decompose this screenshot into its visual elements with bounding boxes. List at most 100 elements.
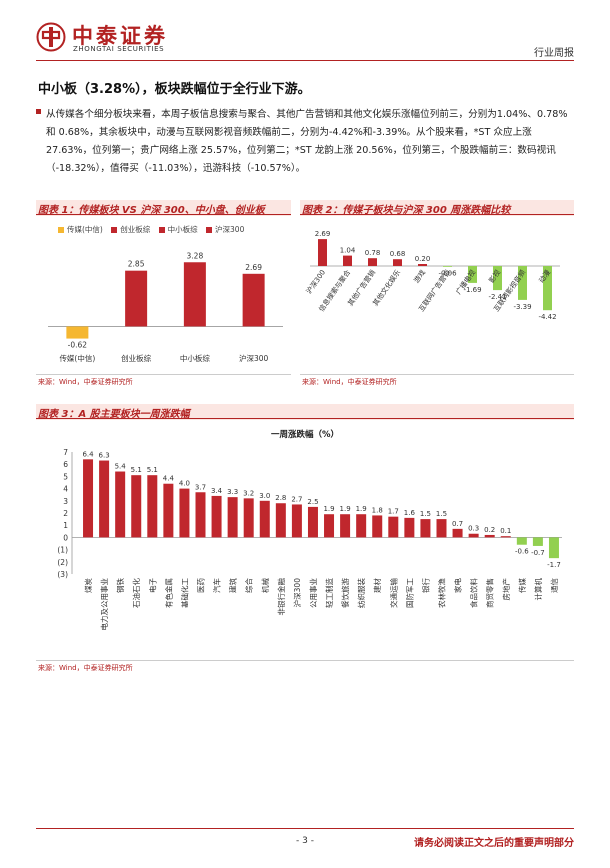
fig3-data-label: 0.1 bbox=[500, 527, 511, 535]
fig3-data-label: 5.1 bbox=[147, 466, 158, 474]
fig1-legend-label: 沪深300 bbox=[215, 225, 245, 234]
fig3-y-tick-label: (1) bbox=[57, 546, 68, 555]
fig3-tick-label: 交通运输 bbox=[388, 578, 398, 608]
fig3-tick-label: 电力及公用事业 bbox=[99, 578, 109, 631]
fig2-bar bbox=[543, 266, 552, 311]
fig2-title: 图表 2：传媒子板块与沪深 300 周涨跌幅比较 bbox=[302, 205, 511, 216]
fig3-bar bbox=[99, 460, 110, 538]
fig1-legend-item: 传媒(中信) bbox=[58, 225, 103, 234]
fig3-data-label: 1.5 bbox=[420, 510, 431, 518]
fig3-y-tick-label: 6 bbox=[63, 460, 68, 469]
fig3-bar bbox=[340, 514, 351, 538]
fig3-tick-label: 通信 bbox=[549, 578, 559, 593]
fig3-data-label: 3.2 bbox=[243, 489, 254, 497]
fig3-source: 来源：Wind，中泰证券研究所 bbox=[38, 664, 133, 672]
fig3-bar bbox=[500, 536, 511, 538]
fig3-data-label: 1.6 bbox=[404, 509, 416, 517]
fig2-data-label: -2.41 bbox=[488, 293, 506, 301]
fig2-data-label: -4.42 bbox=[538, 313, 556, 321]
fig1-tick-label: 传媒(中信) bbox=[59, 353, 95, 363]
header-divider bbox=[36, 60, 574, 61]
fig1-legend-item: 沪深300 bbox=[206, 225, 244, 234]
fig3-tick-label: 有色金属 bbox=[163, 578, 173, 608]
fig2-source: 来源：Wind，中泰证券研究所 bbox=[302, 378, 397, 386]
fig3-tick-label: 传媒 bbox=[517, 578, 527, 593]
fig1-tick-label: 中小板综 bbox=[180, 353, 210, 363]
fig3-y-tick-label: (3) bbox=[57, 570, 68, 579]
fig3-bar bbox=[420, 519, 431, 538]
fig1-chart: -0.62 传媒(中信) 2.85 创业板综 3.28 中小板综 2.69 沪深300 bbox=[48, 251, 283, 363]
fig1-data-label: -0.62 bbox=[68, 341, 88, 350]
fig3-bar bbox=[163, 483, 174, 538]
fig3-y-tick-label: 0 bbox=[63, 533, 68, 542]
fig3-tick-label: 沪深300 bbox=[292, 578, 302, 608]
fig3-bar bbox=[532, 537, 543, 546]
fig3-tick-label: 商贸零售 bbox=[485, 578, 495, 608]
fig3-chart: 一周涨跌幅（%） 7 6 5 4 3 2 1 0 (1) (2) (3) 6.4 煤炭 6.3 电力及公用事业… bbox=[57, 429, 562, 631]
fig2-title-band bbox=[300, 200, 574, 216]
fig3-bar bbox=[147, 475, 158, 538]
fig3-bar bbox=[195, 492, 206, 538]
fig3-bar bbox=[404, 517, 415, 538]
fig3-tick-label: 综合 bbox=[244, 578, 254, 593]
fig2-data-label: -3.39 bbox=[513, 303, 531, 311]
fig3-bar bbox=[115, 471, 126, 538]
fig2-title-rule bbox=[300, 214, 574, 215]
fig3-data-label: 1.9 bbox=[356, 505, 367, 513]
fig3-data-label: 0.2 bbox=[484, 526, 495, 534]
fig3-bar bbox=[468, 533, 479, 538]
fig2-source-rule bbox=[300, 374, 574, 375]
fig1-legend-swatch bbox=[206, 227, 213, 233]
footer-divider bbox=[36, 828, 574, 829]
fig3-title-rule bbox=[36, 418, 574, 419]
fig3-data-label: 4.4 bbox=[163, 475, 175, 483]
fig2-bar bbox=[443, 266, 452, 267]
fig2-tick-label: 游戏 bbox=[412, 268, 427, 285]
fig3-tick-label: 钢铁 bbox=[115, 578, 125, 593]
fig3-chart-title: 一周涨跌幅（%） bbox=[271, 429, 339, 440]
fig3-data-label: 1.8 bbox=[372, 506, 383, 514]
fig3-tick-label: 电子 bbox=[147, 578, 157, 593]
fig3-tick-label: 餐饮旅游 bbox=[340, 578, 350, 608]
fig1-bar bbox=[125, 270, 148, 327]
fig1-title-band bbox=[36, 200, 291, 216]
fig2-bar bbox=[368, 258, 377, 266]
fig3-tick-label: 医药 bbox=[196, 578, 206, 593]
fig3-tick-label: 基础化工 bbox=[179, 578, 189, 608]
fig3-tick-label: 纺织服装 bbox=[356, 578, 366, 608]
fig3-bar bbox=[388, 516, 399, 538]
fig3-tick-label: 家电 bbox=[453, 578, 463, 593]
fig1-legend-swatch bbox=[58, 227, 64, 233]
fig3-tick-label: 非银行金融 bbox=[276, 578, 286, 616]
fig2-data-label: 2.69 bbox=[315, 230, 331, 238]
fig2-data-label: 1.04 bbox=[340, 247, 356, 255]
fig1-legend-swatch bbox=[158, 227, 165, 233]
fig3-bar bbox=[291, 504, 302, 538]
fig3-bar bbox=[307, 506, 318, 538]
fig3-data-label: 2.8 bbox=[275, 494, 286, 502]
fig3-y-tick-label: 2 bbox=[63, 509, 68, 518]
summary-paragraph: 从传媒各个细分板块来看，本周子板信息搜索与聚合、其他广告营销和其他文化娱乐涨幅位… bbox=[46, 109, 568, 174]
fig1-data-label: 2.85 bbox=[128, 260, 145, 269]
fig3-bar bbox=[516, 537, 527, 545]
fig3-y-tick-label: 7 bbox=[63, 448, 68, 457]
brand-name-cn: 中泰证券 bbox=[72, 24, 168, 48]
fig3-bar bbox=[179, 488, 190, 538]
fig3-data-label: 3.3 bbox=[227, 488, 238, 496]
fig3-y-tick-label: 3 bbox=[63, 497, 68, 506]
section-title: 中小板（3.28%），板块跌幅位于全行业下游。 bbox=[38, 82, 311, 97]
fig2-bar bbox=[518, 266, 527, 300]
fig1-legend-label: 中小板综 bbox=[167, 225, 198, 234]
fig1-legend: 传媒(中信) 创业板综 中小板综 沪深300 bbox=[58, 224, 250, 235]
fig2-data-label: -0.06 bbox=[438, 270, 457, 278]
fig1-legend-item: 创业板综 bbox=[111, 225, 150, 234]
fig2-bar bbox=[393, 259, 402, 266]
fig3-title-band bbox=[36, 404, 574, 420]
fig1-tick-label: 沪深300 bbox=[239, 353, 269, 363]
fig3-tick-label: 汽车 bbox=[212, 578, 222, 593]
fig3-tick-label: 计算机 bbox=[533, 578, 543, 601]
fig3-bar bbox=[243, 498, 254, 538]
fig1-tick-label: 创业板综 bbox=[121, 353, 151, 363]
fig3-y-tick-label: 4 bbox=[63, 485, 68, 494]
fig2-chart: 2.69沪深3001.04信息搜索与聚合0.78其他广告营销0.68其他文化娱乐… bbox=[304, 230, 560, 321]
